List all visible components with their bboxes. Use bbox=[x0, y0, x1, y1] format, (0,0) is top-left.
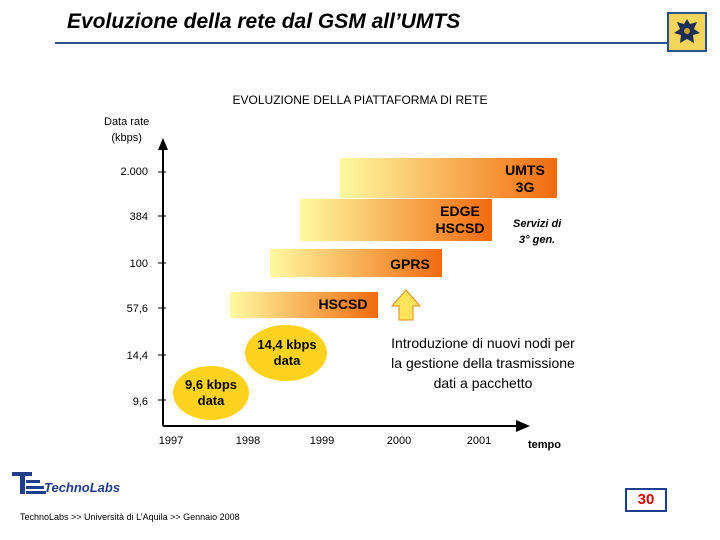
x-axis-label: tempo bbox=[528, 439, 561, 451]
x-tick-label: 2000 bbox=[386, 435, 412, 447]
umts-label-line1: UMTS bbox=[505, 162, 545, 178]
title-underline bbox=[55, 42, 667, 44]
umts-label-line2: 3G bbox=[515, 179, 535, 195]
data-14-4-label-line1: 14,4 kbps bbox=[257, 337, 317, 352]
up-arrow-icon bbox=[390, 289, 422, 321]
data-9-6-label-line2: data bbox=[197, 393, 225, 408]
intro-note-line3: dati a pacchetto bbox=[433, 375, 533, 391]
gprs-bar bbox=[270, 249, 442, 277]
y-tick-label: 9,6 bbox=[132, 396, 148, 408]
intro-note: Introduzione di nuovi nodi per la gestio… bbox=[378, 333, 588, 393]
y-tick-label: 2.000 bbox=[120, 166, 148, 178]
x-axis-arrowhead bbox=[516, 420, 530, 432]
servizi-label-line1: Servizi di bbox=[513, 218, 562, 230]
y-tick-label: 384 bbox=[129, 211, 148, 223]
x-tick-label: 1998 bbox=[235, 435, 261, 447]
x-tick-label: 1999 bbox=[309, 435, 335, 447]
data-14-4-label: 14,4 kbps data bbox=[246, 337, 328, 369]
diagram-subtitle: EVOLUZIONE DELLA PIATTAFORMA DI RETE bbox=[232, 93, 488, 107]
servizi-label-line2: 3° gen. bbox=[519, 234, 556, 246]
umts-bar bbox=[340, 158, 557, 198]
hscsd-label: HSCSD bbox=[318, 296, 368, 312]
y-tick-label: 100 bbox=[129, 258, 148, 270]
y-tick-label: 14,4 bbox=[126, 350, 148, 362]
footer-text: TechnoLabs >> Università di L’Aquila >> … bbox=[20, 512, 240, 522]
data-9-6-ellipse bbox=[173, 366, 249, 420]
hscsd-bar bbox=[230, 292, 378, 318]
y-axis-label-line2: (kbps) bbox=[111, 132, 142, 144]
y-axis-label: Data rate (kbps) bbox=[104, 114, 149, 146]
edge-bar bbox=[300, 199, 492, 241]
y-tick-label: 57,6 bbox=[126, 303, 148, 315]
edge-label-line2: HSCSD bbox=[435, 220, 485, 236]
technolabs-logo-icon bbox=[12, 472, 46, 494]
x-tick-label: 1997 bbox=[158, 435, 184, 447]
intro-note-line2: la gestione della trasmissione bbox=[391, 355, 575, 371]
x-tick-label: 2001 bbox=[466, 435, 492, 447]
page-number: 30 bbox=[625, 488, 667, 512]
data-9-6-label-line1: 9,6 kbps bbox=[184, 377, 238, 392]
gprs-label: GPRS bbox=[390, 256, 430, 272]
data-14-4-ellipse bbox=[245, 325, 327, 381]
data-14-4-label-line2: data bbox=[273, 353, 301, 368]
umts-label: UMTS 3G bbox=[495, 162, 555, 196]
y-axis-arrowhead bbox=[158, 138, 168, 150]
edge-label-line1: EDGE bbox=[440, 203, 480, 219]
slide-title: Evoluzione della rete dal GSM all’UMTS bbox=[67, 10, 461, 33]
technolabs-logo-text: TechnoLabs bbox=[44, 480, 121, 495]
data-9-6-label: 9,6 kbps data bbox=[173, 377, 249, 409]
crest-icon bbox=[667, 12, 707, 52]
y-axis-label-line1: Data rate bbox=[104, 116, 150, 128]
edge-label: EDGE HSCSD bbox=[425, 203, 495, 237]
intro-note-line1: Introduzione di nuovi nodi per bbox=[391, 335, 575, 351]
servizi-label: Servizi di 3° gen. bbox=[513, 216, 561, 248]
